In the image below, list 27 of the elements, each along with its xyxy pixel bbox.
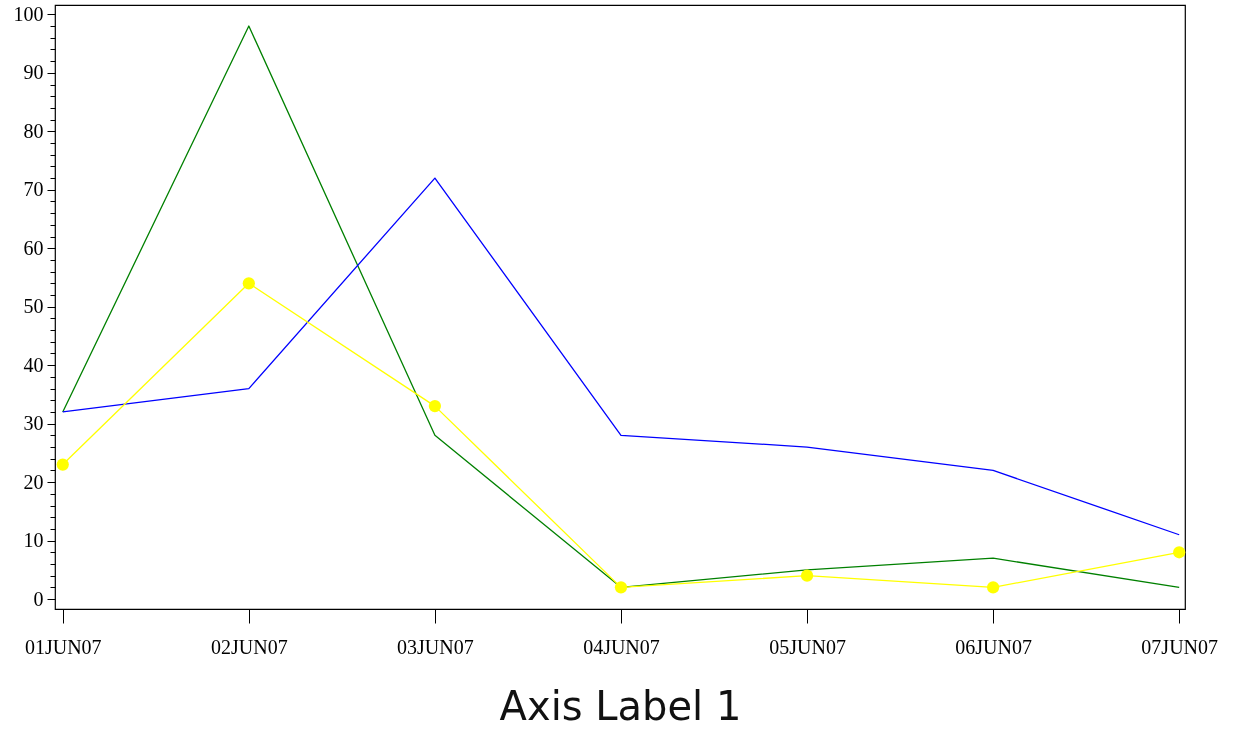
y-tick-label: 80 [23,119,44,142]
y-tick-label: 50 [23,295,44,318]
x-tick-label: 01JUN07 [24,635,102,658]
point [614,581,628,594]
x-axis-title: Axis Label 1 [499,682,742,729]
x-tick-label: 02JUN07 [210,635,288,658]
x-tick-label: 06JUN07 [955,635,1032,658]
x-tick-label: 03JUN07 [397,635,474,658]
point [242,277,255,290]
y-tick-label: 10 [23,529,44,552]
y-tick-label: 30 [23,412,44,435]
point [986,581,1000,594]
y-tick-label: 90 [23,61,44,84]
y-tick-label: 40 [23,353,44,376]
y-tick-label: 70 [23,178,44,201]
point [56,458,69,471]
point [1173,546,1186,559]
x-tick-label: 05JUN07 [769,635,846,658]
y-tick-label: 20 [23,470,44,493]
x-tick-label: 07JUN07 [1141,635,1219,658]
point [800,569,814,582]
y-tick-label: 60 [23,236,44,259]
point [428,400,442,413]
y-tick-label: 0 [33,587,44,610]
y-tick-label: 100 [13,2,44,25]
line-series [62,177,1180,536]
x-tick-label: 04JUN07 [583,635,660,658]
